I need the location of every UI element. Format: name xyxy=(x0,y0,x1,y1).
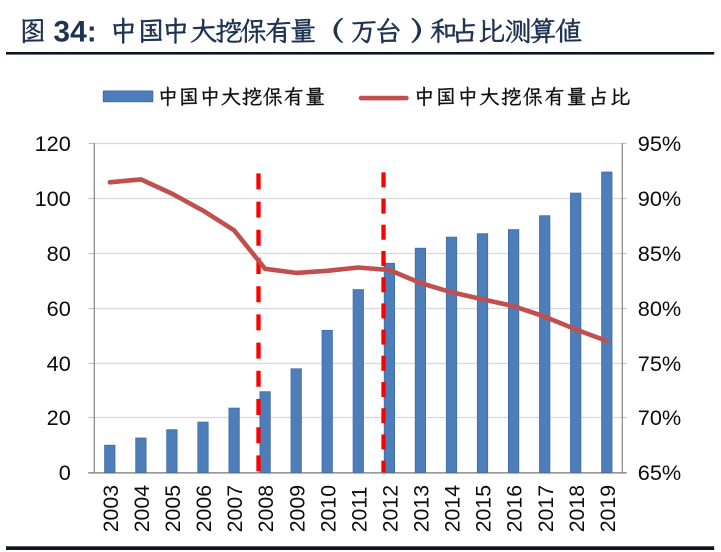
svg-text:2009: 2009 xyxy=(285,485,309,532)
svg-text:2013: 2013 xyxy=(410,485,434,532)
svg-text:80%: 80% xyxy=(638,296,681,321)
svg-text:2004: 2004 xyxy=(130,485,154,533)
svg-text:20: 20 xyxy=(47,405,71,430)
svg-text:100: 100 xyxy=(35,186,71,211)
svg-text:2018: 2018 xyxy=(565,485,589,532)
svg-text:75%: 75% xyxy=(638,351,681,376)
svg-text:65%: 65% xyxy=(638,460,681,485)
svg-text:70%: 70% xyxy=(638,405,681,430)
svg-text:90%: 90% xyxy=(638,186,681,211)
svg-text:2019: 2019 xyxy=(596,485,620,532)
svg-text:34:: 34: xyxy=(53,16,96,49)
svg-text:120: 120 xyxy=(35,131,71,156)
svg-text:2015: 2015 xyxy=(472,485,496,532)
svg-text:2011: 2011 xyxy=(347,487,371,533)
svg-text:0: 0 xyxy=(59,460,71,485)
svg-text:2003: 2003 xyxy=(99,485,123,532)
svg-text:2014: 2014 xyxy=(441,485,465,533)
svg-text:2017: 2017 xyxy=(534,485,558,532)
svg-text:2005: 2005 xyxy=(161,485,185,532)
svg-text:85%: 85% xyxy=(638,241,681,266)
svg-text:2010: 2010 xyxy=(316,485,340,533)
svg-text:60: 60 xyxy=(47,296,71,321)
svg-text:2006: 2006 xyxy=(192,485,216,532)
svg-text:95%: 95% xyxy=(638,131,681,156)
svg-text:80: 80 xyxy=(47,241,71,266)
svg-text:2008: 2008 xyxy=(254,485,278,532)
svg-text:40: 40 xyxy=(47,351,71,376)
svg-text:2016: 2016 xyxy=(503,485,527,532)
svg-text:2012: 2012 xyxy=(379,485,403,532)
svg-text:2007: 2007 xyxy=(223,485,247,532)
